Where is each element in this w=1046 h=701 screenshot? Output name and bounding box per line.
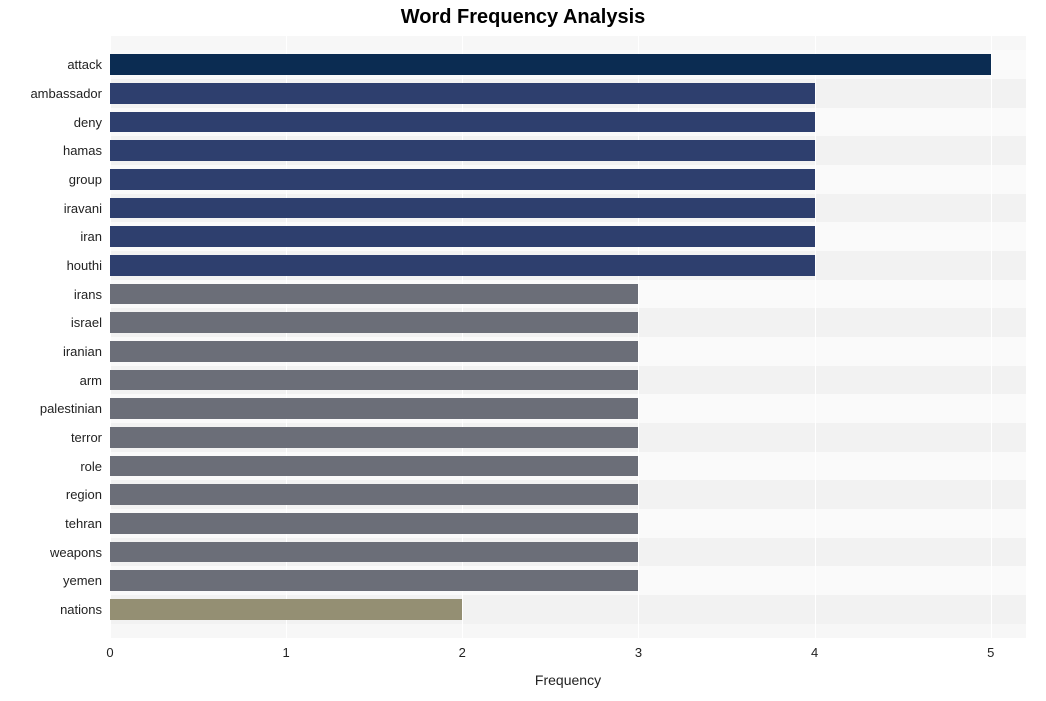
x-tick-label: 0	[80, 646, 140, 659]
bar	[110, 398, 638, 419]
y-tick-label: role	[0, 460, 102, 473]
y-tick-label: iravani	[0, 202, 102, 215]
bar	[110, 112, 815, 133]
y-tick-label: iran	[0, 230, 102, 243]
y-tick-label: ambassador	[0, 87, 102, 100]
bar	[110, 484, 638, 505]
bar	[110, 427, 638, 448]
bar	[110, 255, 815, 276]
bar	[110, 54, 991, 75]
bar	[110, 513, 638, 534]
chart-title: Word Frequency Analysis	[0, 6, 1046, 29]
bar	[110, 169, 815, 190]
y-tick-label: irans	[0, 288, 102, 301]
plot-area	[110, 36, 1026, 638]
bar	[110, 312, 638, 333]
x-tick-label: 3	[608, 646, 668, 659]
y-tick-label: houthi	[0, 259, 102, 272]
y-tick-label: israel	[0, 316, 102, 329]
bar	[110, 341, 638, 362]
y-tick-label: attack	[0, 58, 102, 71]
bar	[110, 140, 815, 161]
gridline	[991, 36, 992, 638]
y-tick-label: tehran	[0, 517, 102, 530]
chart-container: Word Frequency Analysis Frequency attack…	[0, 0, 1046, 701]
y-tick-label: nations	[0, 603, 102, 616]
gridline	[815, 36, 816, 638]
bar	[110, 198, 815, 219]
bar	[110, 226, 815, 247]
bar	[110, 542, 638, 563]
y-tick-label: terror	[0, 431, 102, 444]
y-tick-label: palestinian	[0, 402, 102, 415]
y-tick-label: yemen	[0, 574, 102, 587]
y-tick-label: deny	[0, 116, 102, 129]
y-tick-label: hamas	[0, 144, 102, 157]
x-tick-label: 5	[961, 646, 1021, 659]
x-tick-label: 1	[256, 646, 316, 659]
y-tick-label: iranian	[0, 345, 102, 358]
y-tick-label: weapons	[0, 546, 102, 559]
bar	[110, 284, 638, 305]
bar	[110, 370, 638, 391]
bar	[110, 83, 815, 104]
x-tick-label: 4	[785, 646, 845, 659]
bar	[110, 456, 638, 477]
x-axis-label: Frequency	[110, 672, 1026, 688]
y-tick-label: region	[0, 488, 102, 501]
x-tick-label: 2	[432, 646, 492, 659]
y-tick-label: group	[0, 173, 102, 186]
y-tick-label: arm	[0, 374, 102, 387]
bar	[110, 599, 462, 620]
bar	[110, 570, 638, 591]
